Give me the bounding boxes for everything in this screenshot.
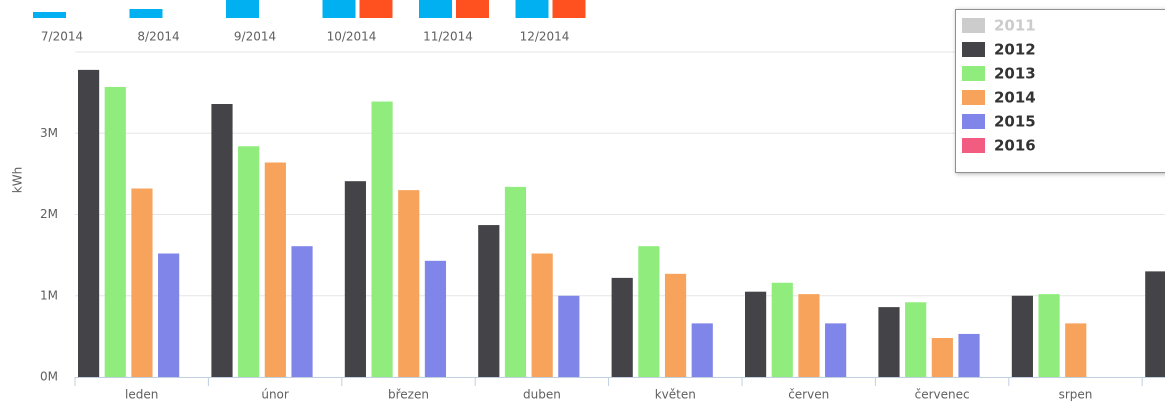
y-tick-label: 2M xyxy=(40,207,58,221)
bar xyxy=(33,12,66,18)
bar xyxy=(558,295,580,377)
bar xyxy=(424,260,447,377)
legend-swatch xyxy=(962,90,985,105)
bar xyxy=(264,162,286,377)
legend-swatch xyxy=(962,114,985,129)
bar xyxy=(1145,271,1165,377)
bar xyxy=(129,9,163,18)
bar xyxy=(825,323,847,377)
overlay-bg xyxy=(0,0,596,50)
x-tick-label: 11/2014 xyxy=(423,30,473,44)
bar xyxy=(226,0,259,18)
legend-swatch xyxy=(962,66,985,81)
legend: 2011 2012 2013 2014 2015 2016 xyxy=(955,9,1165,173)
y-axis-label: kWh xyxy=(11,167,25,193)
x-tick-label: březen xyxy=(388,388,429,402)
legend-label: 2013 xyxy=(994,65,1036,83)
x-tick-label: 7/2014 xyxy=(41,30,83,44)
bar xyxy=(238,146,260,377)
bar xyxy=(322,0,356,18)
legend-swatch xyxy=(962,42,985,57)
y-tick-label: 1M xyxy=(40,288,58,302)
bar xyxy=(1038,294,1060,377)
bar xyxy=(291,246,313,377)
bar xyxy=(664,273,687,377)
overlay-chart: 7/2014 8/2014 9/2014 10/2014 11/2014 12/2014 xyxy=(0,0,596,50)
bar xyxy=(611,277,633,377)
bar xyxy=(371,101,393,377)
bar xyxy=(531,253,553,377)
bar xyxy=(691,323,713,377)
legend-label: 2014 xyxy=(994,89,1036,107)
bar xyxy=(798,294,820,377)
legend-label: 2011 xyxy=(994,17,1036,35)
y-tick-label: 0M xyxy=(40,370,58,384)
bar xyxy=(1011,295,1033,377)
legend-swatch xyxy=(962,138,985,153)
bar xyxy=(456,0,489,18)
legend-label: 2012 xyxy=(994,41,1036,59)
x-tick-label: srpen xyxy=(1059,388,1093,402)
legend-box xyxy=(955,9,1165,173)
x-tick-label: leden xyxy=(125,388,158,402)
bar xyxy=(745,291,767,377)
bar xyxy=(419,0,452,18)
bar xyxy=(1065,323,1087,377)
bar xyxy=(211,104,233,377)
bar xyxy=(398,190,420,377)
bar xyxy=(878,307,900,377)
legend-label: 2015 xyxy=(994,113,1036,131)
bar xyxy=(344,181,366,377)
bar xyxy=(478,225,500,377)
bar xyxy=(958,333,980,377)
x-tick-label: červen xyxy=(788,388,829,402)
bar xyxy=(931,338,953,377)
x-tick-label: 8/2014 xyxy=(137,30,179,44)
legend-label: 2016 xyxy=(994,137,1036,155)
bar xyxy=(78,69,100,377)
y-tick-label: 3M xyxy=(40,126,58,140)
x-tick-label: 9/2014 xyxy=(234,30,276,44)
x-tick-label: květen xyxy=(655,388,696,402)
bar xyxy=(638,246,660,377)
bar xyxy=(359,0,393,18)
bar xyxy=(131,188,153,377)
legend-swatch xyxy=(962,18,985,33)
bar xyxy=(504,186,527,377)
x-tick-label: únor xyxy=(261,388,289,402)
bar xyxy=(552,0,586,18)
x-tick-label: 10/2014 xyxy=(327,30,377,44)
x-tick-label: červenec xyxy=(915,388,970,402)
bar xyxy=(905,302,927,377)
x-tick-label: duben xyxy=(523,388,561,402)
x-tick-label: 12/2014 xyxy=(520,30,570,44)
bar xyxy=(771,282,793,377)
bar xyxy=(515,0,549,18)
bar xyxy=(158,253,180,377)
bar xyxy=(104,86,126,377)
